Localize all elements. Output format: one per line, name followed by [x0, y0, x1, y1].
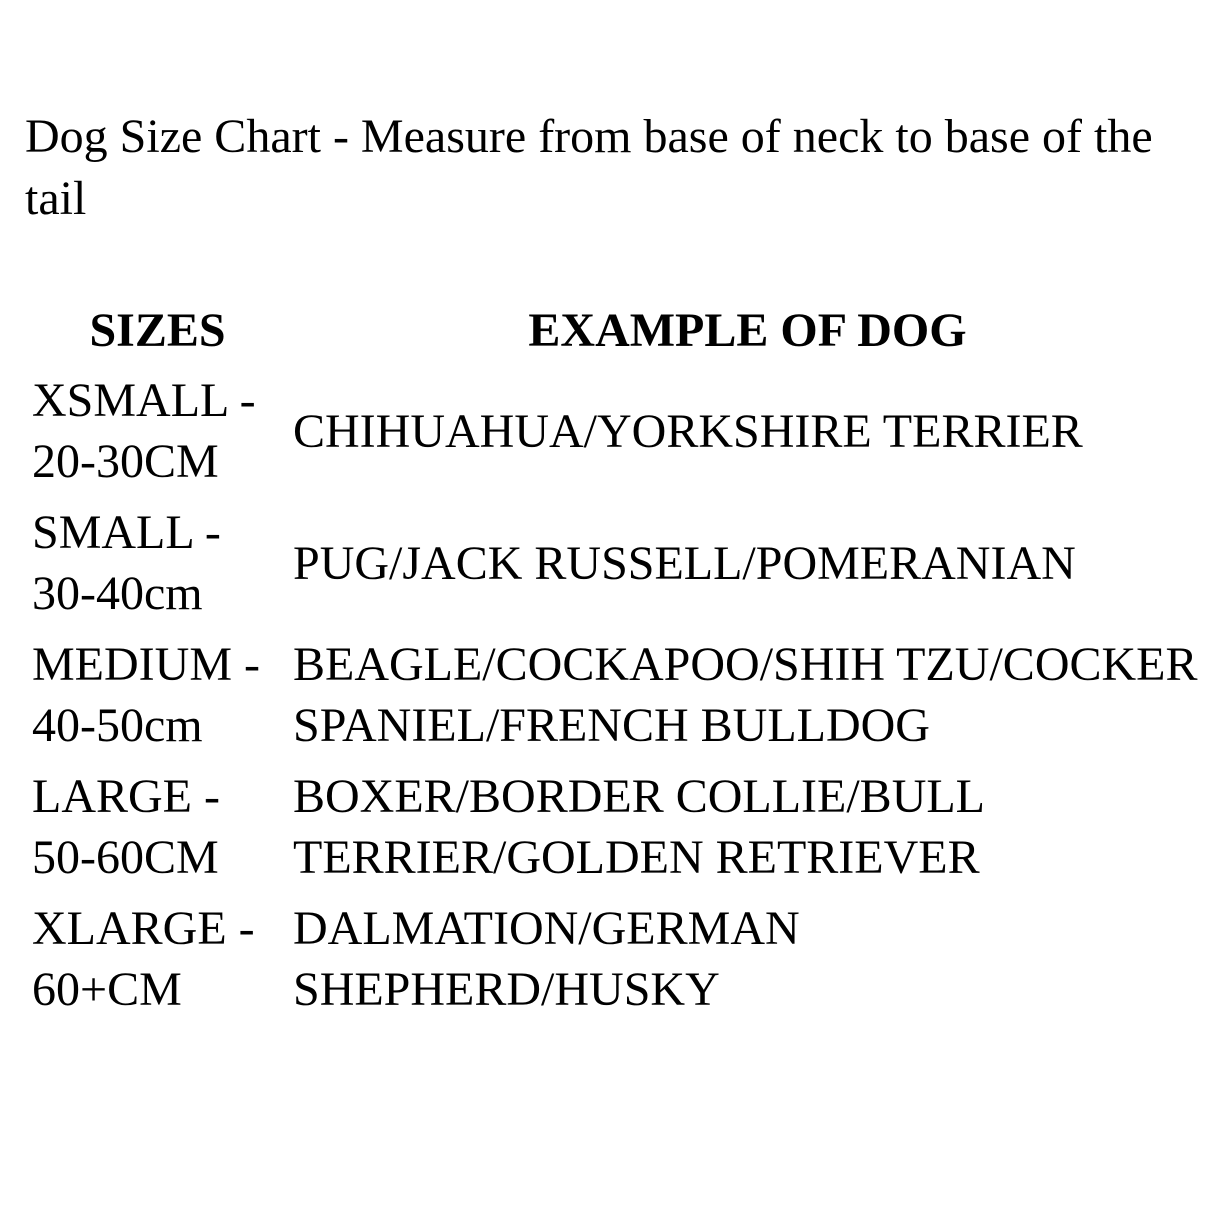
header-sizes: SIZES	[89, 304, 226, 357]
dogs-cell: CHIHUAHUA/YORKSHIRE TERRIER	[293, 404, 1083, 458]
table-row-xlarge: XLARGE - 60+CM DALMATION/GERMAN SHEPHERD…	[30, 893, 1210, 1025]
table-row-xsmall: XSMALL - 20-30CM CHIHUAHUA/YORKSHIRE TER…	[30, 365, 1210, 497]
dogs-cell: DALMATION/GERMAN SHEPHERD/HUSKY	[293, 902, 800, 1016]
size-cell: LARGE - 50-60CM	[32, 770, 220, 884]
size-table: SIZES EXAMPLE OF DOG XSMALL - 20-30CM CH…	[30, 300, 1210, 1025]
header-row: SIZES EXAMPLE OF DOG	[30, 300, 1210, 365]
dogs-cell: BEAGLE/COCKAPOO/SHIH TZU/COCKER SPANIEL/…	[293, 638, 1198, 752]
size-cell: MEDIUM - 40-50cm	[32, 638, 260, 752]
dogs-cell: PUG/JACK RUSSELL/POMERANIAN	[293, 536, 1076, 590]
dogs-cell: BOXER/BORDER COLLIE/BULL TERRIER/GOLDEN …	[293, 770, 985, 884]
table-row-small: SMALL - 30-40cm PUG/JACK RUSSELL/POMERAN…	[30, 497, 1210, 629]
size-cell: SMALL - 30-40cm	[32, 506, 221, 620]
table-row-medium: MEDIUM - 40-50cm BEAGLE/COCKAPOO/SHIH TZ…	[30, 629, 1210, 761]
size-cell: XSMALL - 20-30CM	[32, 374, 256, 488]
header-example-of-dog: EXAMPLE OF DOG	[528, 304, 967, 357]
size-cell: XLARGE - 60+CM	[32, 902, 255, 1016]
table-row-large: LARGE - 50-60CM BOXER/BORDER COLLIE/BULL…	[30, 761, 1210, 893]
page-title: Dog Size Chart - Measure from base of ne…	[25, 110, 1153, 225]
